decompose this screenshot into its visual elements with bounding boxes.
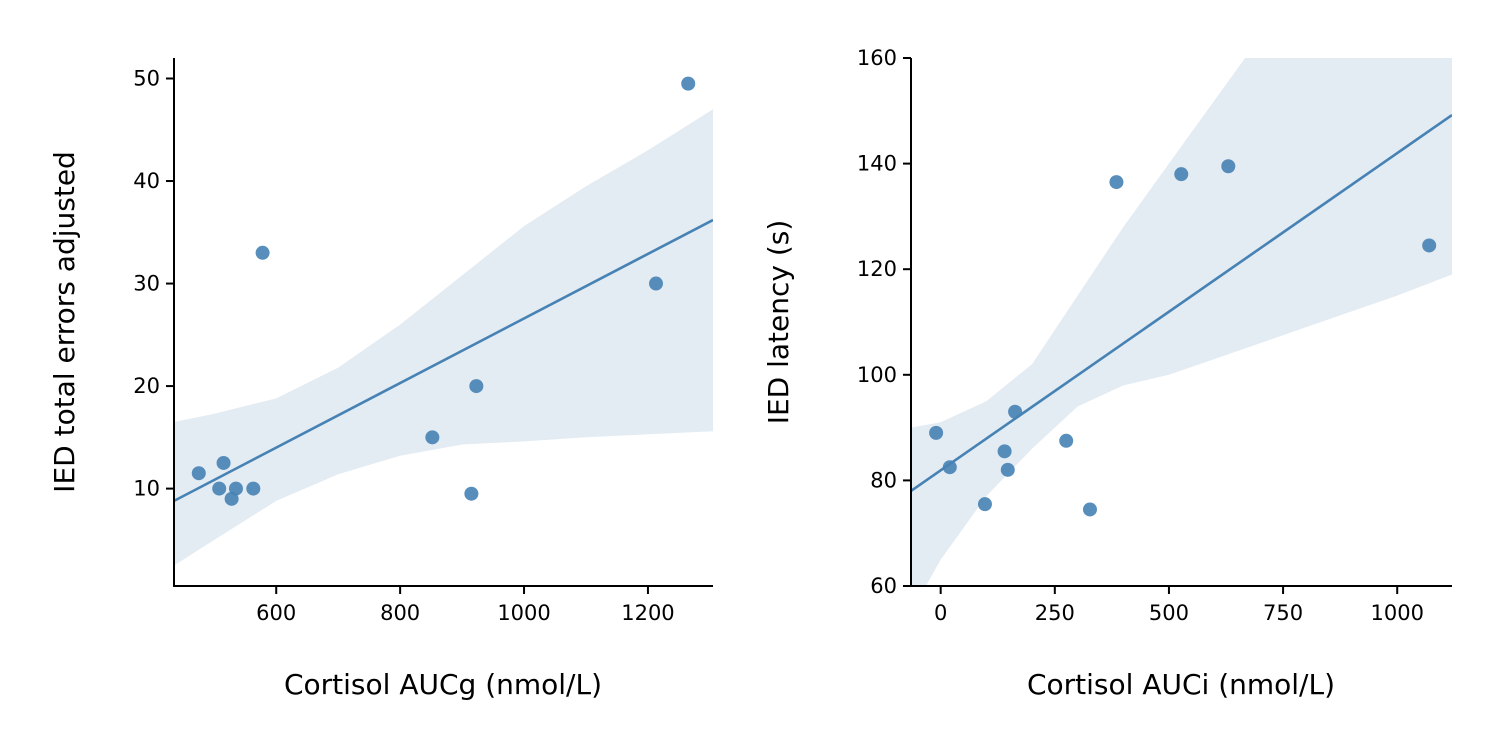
data-point	[228, 481, 243, 496]
confidence-band-group	[174, 109, 713, 566]
data-point	[942, 460, 957, 475]
x-tick-label: 1000	[1370, 601, 1423, 625]
y-tick-label: 100	[857, 363, 897, 387]
confidence-band	[174, 109, 713, 566]
y-tick-label: 80	[870, 468, 897, 492]
data-point	[1422, 238, 1437, 253]
right-panel: 0 250 500 750 1000 60 80 100 120 140 160 Cortisol …	[762, 46, 1452, 701]
data-point	[1109, 175, 1124, 190]
y-tick-label: 60	[870, 574, 897, 598]
left-panel: 600 800 1000 1200 10 20 30 40 50 Cortisol AUCg (…	[48, 58, 713, 701]
y-axis-title: IED latency (s)	[762, 220, 795, 425]
scatter-points-group	[929, 159, 1437, 517]
data-point	[255, 245, 270, 260]
y-tick-label: 10	[133, 477, 160, 501]
data-point	[216, 455, 231, 470]
data-point	[1059, 433, 1074, 448]
x-tick-label: 1000	[497, 601, 550, 625]
y-tick-label: 120	[857, 257, 897, 281]
regression-line-group	[174, 218, 713, 503]
x-tick-label: 1200	[621, 601, 674, 625]
data-point	[469, 379, 484, 394]
y-tick-label: 40	[133, 169, 160, 193]
x-tick-label: 250	[1035, 601, 1075, 625]
regression-line	[911, 113, 1452, 493]
x-tick-label: 800	[380, 601, 420, 625]
y-tick-label: 160	[857, 46, 897, 70]
data-point	[681, 76, 696, 91]
data-point	[977, 497, 992, 512]
x-tick-label: 750	[1263, 601, 1303, 625]
data-point	[464, 486, 479, 501]
data-point	[1008, 404, 1023, 419]
x-axis-title: Cortisol AUCg (nmol/L)	[284, 668, 602, 701]
data-point	[212, 481, 227, 496]
data-point	[1221, 159, 1236, 174]
y-tick-label: 20	[133, 374, 160, 398]
data-point	[191, 466, 206, 481]
axes-group: 0 250 500 750 1000 60 80 100 120 140 160	[857, 46, 1452, 625]
scatter-points-group	[191, 76, 696, 506]
data-point	[425, 430, 440, 445]
y-tick-label: 30	[133, 272, 160, 296]
x-axis-title: Cortisol AUCi (nmol/L)	[1027, 668, 1335, 701]
regression-line	[174, 218, 713, 503]
data-point	[1082, 502, 1097, 517]
data-point	[649, 276, 664, 291]
y-axis-title: IED total errors adjusted	[48, 151, 81, 493]
y-tick-label: 140	[857, 152, 897, 176]
y-tick-label: 50	[133, 67, 160, 91]
data-point	[246, 481, 261, 496]
data-point	[929, 425, 944, 440]
x-tick-label: 600	[256, 601, 296, 625]
confidence-band	[911, 58, 1452, 586]
axes-group: 600 800 1000 1200 10 20 30 40 50	[133, 58, 713, 625]
data-point	[1174, 167, 1189, 182]
data-point	[997, 444, 1012, 459]
confidence-band-group	[911, 58, 1452, 586]
x-tick-label: 0	[934, 601, 947, 625]
regression-line-group	[911, 113, 1452, 493]
x-tick-label: 500	[1149, 601, 1189, 625]
data-point	[1000, 462, 1015, 477]
